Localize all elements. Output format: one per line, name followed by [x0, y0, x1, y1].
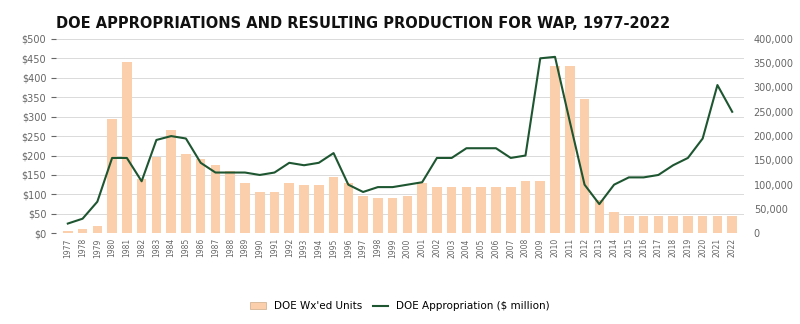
DOE Appropriation ($ million) — [166, 134, 176, 138]
DOE Appropriation ($ million) — [477, 146, 486, 150]
Bar — [373, 198, 382, 233]
Bar — [255, 192, 265, 233]
Bar — [418, 183, 427, 233]
Bar — [107, 119, 117, 233]
Bar — [78, 229, 87, 233]
DOE Appropriation ($ million) — [270, 170, 279, 174]
DOE Appropriation ($ million) — [727, 110, 737, 114]
DOE Appropriation ($ million) — [373, 185, 382, 189]
Bar — [491, 187, 501, 233]
Bar — [477, 187, 486, 233]
DOE Appropriation ($ million) — [713, 83, 722, 87]
DOE Appropriation ($ million) — [550, 55, 560, 59]
Bar — [550, 66, 560, 233]
DOE Appropriation ($ million) — [639, 176, 649, 179]
DOE Appropriation ($ million) — [255, 173, 265, 177]
Bar — [329, 177, 338, 233]
DOE Appropriation ($ million) — [358, 190, 368, 194]
Bar — [432, 187, 442, 233]
DOE Appropriation ($ million) — [668, 163, 678, 167]
Bar — [299, 185, 309, 233]
DOE Appropriation ($ million) — [240, 170, 250, 174]
Bar — [343, 183, 353, 233]
DOE Appropriation ($ million) — [521, 154, 530, 157]
DOE Appropriation ($ million) — [210, 170, 220, 174]
DOE Appropriation ($ million) — [491, 146, 501, 150]
DOE Appropriation ($ million) — [285, 161, 294, 165]
DOE Appropriation ($ million) — [506, 156, 515, 160]
Bar — [151, 157, 161, 233]
Bar — [285, 183, 294, 233]
Bar — [668, 216, 678, 233]
DOE Appropriation ($ million) — [137, 179, 146, 183]
DOE Appropriation ($ million) — [565, 120, 574, 123]
Bar — [683, 216, 693, 233]
Bar — [447, 187, 457, 233]
DOE Appropriation ($ million) — [683, 156, 693, 160]
Line: DOE Appropriation ($ million): DOE Appropriation ($ million) — [68, 57, 732, 224]
DOE Appropriation ($ million) — [329, 151, 338, 155]
Bar — [196, 159, 206, 233]
DOE Appropriation ($ million) — [226, 170, 235, 174]
Bar — [210, 165, 220, 233]
DOE Appropriation ($ million) — [447, 156, 457, 160]
DOE Appropriation ($ million) — [314, 161, 323, 165]
Bar — [624, 216, 634, 233]
Bar — [93, 226, 102, 233]
DOE Appropriation ($ million) — [580, 183, 590, 187]
Bar — [314, 185, 323, 233]
DOE Appropriation ($ million) — [402, 183, 412, 187]
Bar — [654, 216, 663, 233]
Bar — [181, 154, 190, 233]
DOE Appropriation ($ million) — [654, 173, 663, 177]
Bar — [462, 187, 471, 233]
Text: DOE APPROPRIATIONS AND RESULTING PRODUCTION FOR WAP, 1977-2022: DOE APPROPRIATIONS AND RESULTING PRODUCT… — [56, 16, 670, 31]
DOE Appropriation ($ million) — [432, 156, 442, 160]
DOE Appropriation ($ million) — [151, 138, 161, 142]
Bar — [506, 187, 515, 233]
Bar — [535, 181, 545, 233]
Bar — [580, 99, 590, 233]
DOE Appropriation ($ million) — [418, 180, 427, 184]
Bar — [727, 216, 737, 233]
DOE Appropriation ($ million) — [93, 200, 102, 204]
DOE Appropriation ($ million) — [624, 176, 634, 179]
Bar — [358, 196, 368, 233]
Bar — [270, 192, 279, 233]
Bar — [388, 198, 398, 233]
Bar — [594, 200, 604, 233]
Bar — [122, 62, 132, 233]
DOE Appropriation ($ million) — [343, 183, 353, 187]
DOE Appropriation ($ million) — [535, 56, 545, 60]
DOE Appropriation ($ million) — [610, 183, 619, 187]
Bar — [240, 183, 250, 233]
Bar — [698, 216, 707, 233]
DOE Appropriation ($ million) — [594, 202, 604, 206]
DOE Appropriation ($ million) — [107, 156, 117, 160]
DOE Appropriation ($ million) — [698, 137, 707, 141]
Bar — [639, 216, 649, 233]
Bar — [166, 130, 176, 233]
Bar — [521, 181, 530, 233]
Legend: DOE Wx'ed Units, DOE Appropriation ($ million): DOE Wx'ed Units, DOE Appropriation ($ mi… — [246, 297, 554, 316]
Bar — [226, 171, 235, 233]
Bar — [137, 179, 146, 233]
Bar — [713, 216, 722, 233]
Bar — [402, 196, 412, 233]
DOE Appropriation ($ million) — [462, 146, 471, 150]
DOE Appropriation ($ million) — [63, 222, 73, 226]
DOE Appropriation ($ million) — [196, 161, 206, 165]
DOE Appropriation ($ million) — [388, 185, 398, 189]
Bar — [565, 66, 574, 233]
Bar — [63, 231, 73, 233]
DOE Appropriation ($ million) — [78, 217, 87, 221]
DOE Appropriation ($ million) — [299, 163, 309, 167]
DOE Appropriation ($ million) — [122, 156, 132, 160]
DOE Appropriation ($ million) — [181, 137, 190, 141]
Bar — [610, 212, 619, 233]
